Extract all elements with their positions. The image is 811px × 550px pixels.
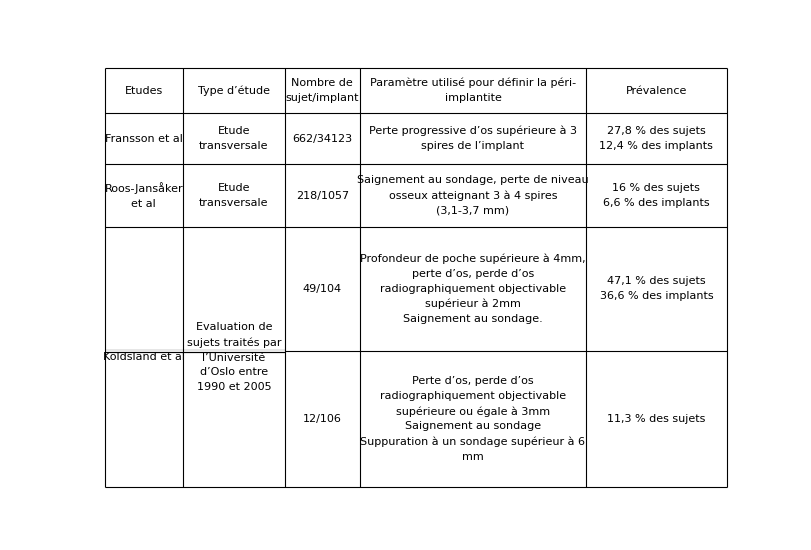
Text: Nombre de
sujet/implant: Nombre de sujet/implant xyxy=(285,78,359,103)
Text: Roos-Jansåker
et al: Roos-Jansåker et al xyxy=(105,182,183,209)
Text: Perte d’os, perde d’os
radiographiquement objectivable
supérieure ou égale à 3mm: Perte d’os, perde d’os radiographiquemen… xyxy=(360,376,586,462)
Text: 218/1057: 218/1057 xyxy=(296,190,349,201)
Text: Fransson et al: Fransson et al xyxy=(105,134,182,144)
Text: 47,1 % des sujets
36,6 % des implants: 47,1 % des sujets 36,6 % des implants xyxy=(599,277,713,301)
Text: 662/34123: 662/34123 xyxy=(292,134,352,144)
Text: Type d’étude: Type d’étude xyxy=(198,85,270,96)
Text: 12/106: 12/106 xyxy=(303,414,341,424)
Text: Saignement au sondage, perte de niveau
osseux atteignant 3 à 4 spires
(3,1-3,7 m: Saignement au sondage, perte de niveau o… xyxy=(357,175,589,216)
Text: Perte progressive d’os supérieure à 3
spires de l’implant: Perte progressive d’os supérieure à 3 sp… xyxy=(369,126,577,151)
Text: Prévalence: Prévalence xyxy=(625,86,687,96)
Text: 16 % des sujets
6,6 % des implants: 16 % des sujets 6,6 % des implants xyxy=(603,183,710,208)
Text: 11,3 % des sujets: 11,3 % des sujets xyxy=(607,414,706,424)
Text: Profondeur de poche supérieure à 4mm,
perte d’os, perde d’os
radiographiquement : Profondeur de poche supérieure à 4mm, pe… xyxy=(360,254,586,324)
Text: Etude
transversale: Etude transversale xyxy=(200,183,268,208)
Text: Etudes: Etudes xyxy=(125,86,163,96)
Text: Paramètre utilisé pour définir la péri-
implantite: Paramètre utilisé pour définir la péri- … xyxy=(370,78,576,103)
Text: Etude
transversale: Etude transversale xyxy=(200,126,268,151)
Text: 49/104: 49/104 xyxy=(303,284,342,294)
Text: 27,8 % des sujets
12,4 % des implants: 27,8 % des sujets 12,4 % des implants xyxy=(599,126,714,151)
Text: Koldsland et al: Koldsland et al xyxy=(103,352,185,362)
Text: Evaluation de
sujets traités par
l’Université
d’Oslo entre
1990 et 2005: Evaluation de sujets traités par l’Unive… xyxy=(187,322,281,392)
